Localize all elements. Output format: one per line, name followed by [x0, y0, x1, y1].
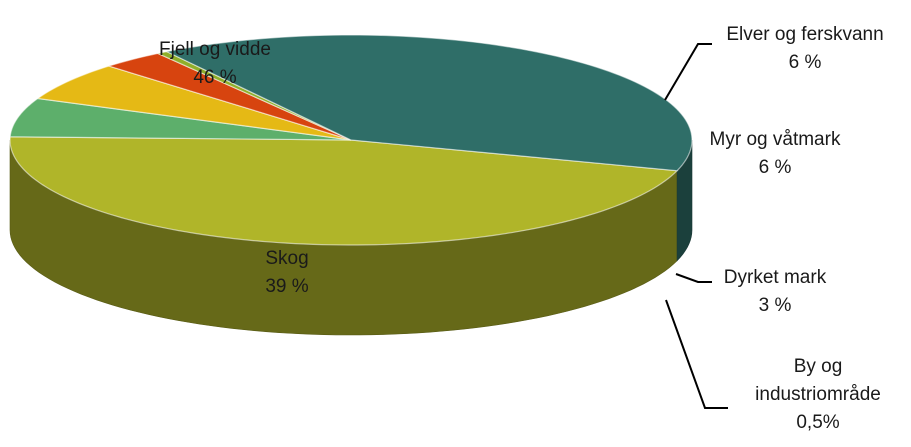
slice-value-label: 3 % — [759, 295, 792, 316]
slice-dyrket-mark — [106, 52, 352, 141]
leader-line-dyrket-mark — [675, 273, 712, 283]
slice-myr-og-vatmark — [36, 65, 352, 141]
slice-label-fjell-og-vidde: Fjell og vidde 46 % — [159, 39, 271, 88]
slice-label-by-og-industriomrade: By og industriområde 0,5% — [755, 356, 881, 433]
slice-labels: Fjell og vidde 46 %Elver og ferskvann 6 %M… — [159, 24, 884, 433]
slice-value-label: 6 % — [789, 52, 822, 73]
slice-label-text: industriområde — [755, 384, 881, 405]
slice-label-text: Myr og våtmark — [710, 129, 841, 150]
slice-value-label: 39 % — [265, 276, 308, 297]
pie-top — [9, 34, 693, 246]
slice-label-dyrket-mark: Dyrket mark 3 % — [724, 267, 827, 316]
slice-value-label: 46 % — [193, 67, 236, 88]
slice-label-text: Elver og ferskvann — [726, 24, 883, 45]
slice-value-label: 0,5% — [796, 412, 839, 433]
slice-label-text: Fjell og vidde — [159, 39, 271, 60]
slice-elver-og-ferskvann — [9, 97, 352, 141]
leader-lines — [664, 43, 728, 409]
leader-line-elver-og-ferskvann — [664, 43, 712, 101]
slice-label-text: Skog — [265, 248, 308, 269]
slice-value-label: 6 % — [759, 157, 792, 178]
leader-line-by-og-industriomrade — [665, 299, 728, 409]
slice-label-text: Dyrket mark — [724, 267, 827, 288]
slice-label-elver-og-ferskvann: Elver og ferskvann 6 % — [726, 24, 883, 73]
slice-label-myr-og-vatmark: Myr og våtmark 6 % — [710, 129, 841, 178]
slice-label-skog: Skog 39 % — [265, 248, 308, 297]
slice-skog — [164, 34, 693, 172]
slice-fjell-og-vidde — [9, 136, 679, 246]
slice-label-text: By og — [794, 356, 843, 377]
